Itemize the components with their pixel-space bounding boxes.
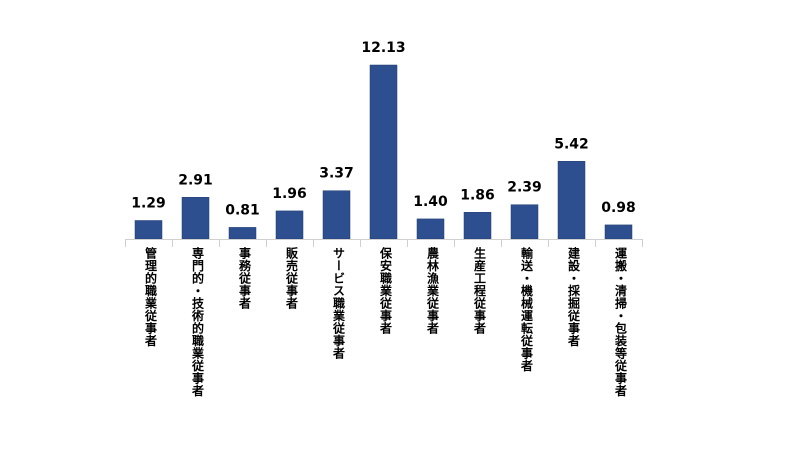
data-label: 1.96 (272, 186, 307, 202)
bar (228, 227, 257, 240)
category-label: 農林漁業従事者 (426, 246, 440, 335)
bar (557, 161, 586, 240)
data-label: 2.91 (178, 172, 213, 188)
bars-layer (134, 64, 633, 240)
category-label: 運搬・清掃・包装等従事者 (614, 247, 628, 398)
data-label: 0.81 (225, 202, 260, 218)
bar (416, 218, 445, 240)
bar (322, 190, 351, 240)
category-separators (125, 239, 643, 247)
category-label: 管理的職業従事者 (144, 246, 158, 348)
data-label: 5.42 (554, 136, 589, 152)
category-label: 販売従事者 (285, 246, 299, 310)
data-label: 1.29 (131, 196, 166, 212)
bar (275, 210, 304, 240)
data-label: 1.40 (413, 194, 448, 210)
bar (181, 197, 210, 240)
category-label: 専門的・技術的職業従事者 (191, 246, 205, 398)
category-label: サービス職業従事者 (332, 247, 346, 360)
bar (463, 212, 492, 240)
data-label: 0.98 (601, 200, 636, 216)
bar (134, 220, 163, 240)
category-labels-layer: 管理的職業従事者 専門的・技術的職業従事者 事務従事者 販売従事者 サービス職業従事者 保… (144, 246, 628, 398)
data-label: 12.13 (361, 40, 405, 56)
category-label: 生産工程従事者 (473, 246, 487, 335)
bar (510, 204, 539, 240)
category-label: 事務従事者 (238, 246, 252, 310)
category-label: 保安職業従事者 (379, 246, 393, 335)
bar (369, 64, 398, 240)
data-label: 1.86 (460, 187, 495, 203)
category-label: 建設・採掘従事者 (567, 246, 581, 348)
data-label: 3.37 (319, 166, 354, 182)
data-label: 2.39 (507, 180, 542, 196)
bar (604, 224, 633, 240)
category-label: 輸送・機械運転従事者 (520, 246, 534, 373)
value-labels-layer: 1.29 2.91 0.81 1.96 3.37 12.13 1.40 1.86 2.39 5.4… (131, 40, 636, 218)
